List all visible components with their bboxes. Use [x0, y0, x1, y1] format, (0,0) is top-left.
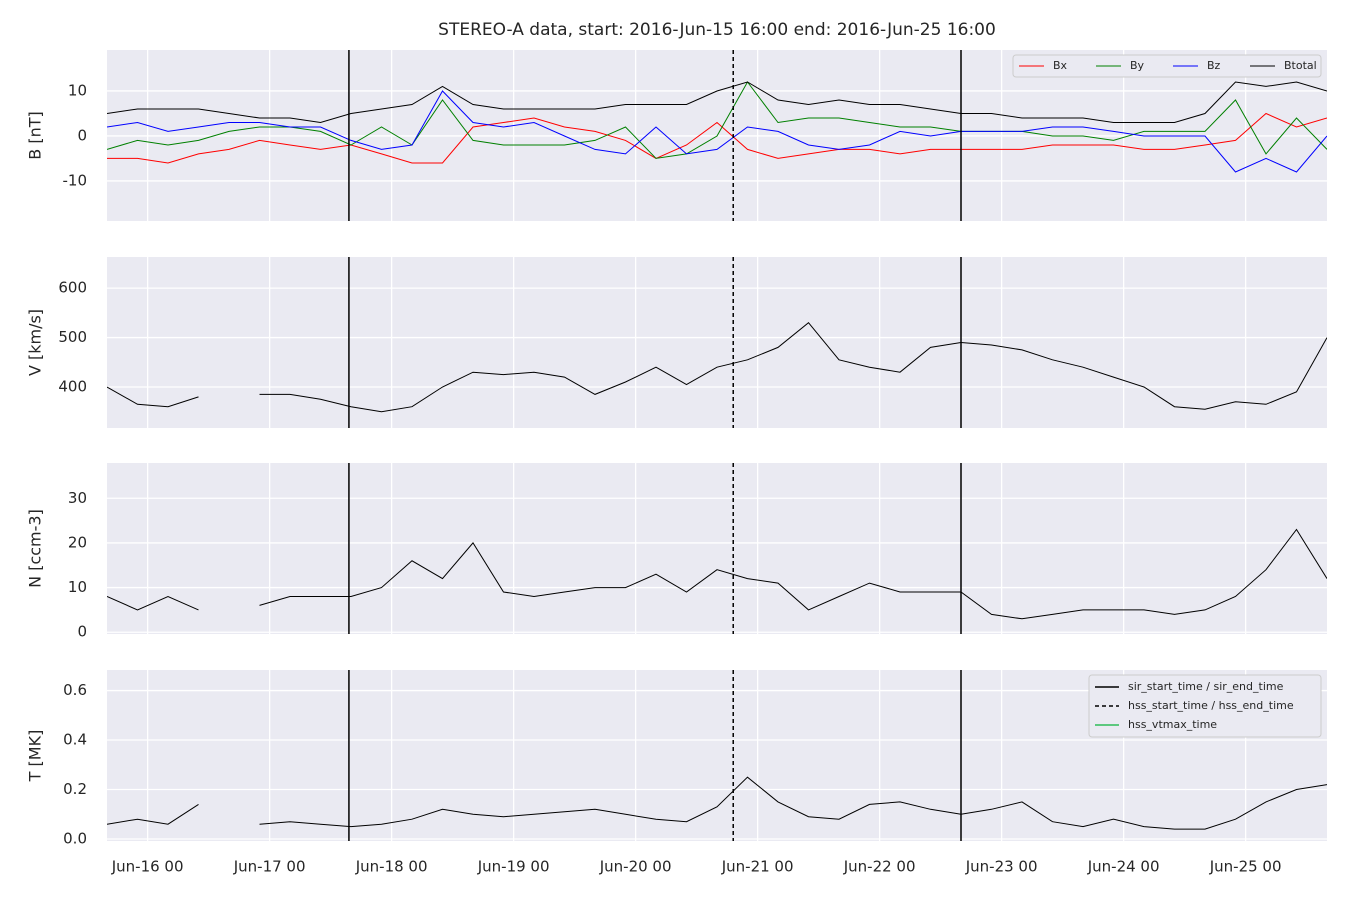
x-tick-label: Jun-20 00 [599, 858, 672, 876]
series-line [107, 321, 1327, 413]
series-line [107, 90, 1327, 173]
series-group [107, 81, 1327, 173]
series-line [107, 776, 1327, 830]
figure-title: STEREO-A data, start: 2016-Jun-15 16:00 … [438, 20, 996, 40]
y-tick-label: 0 [77, 623, 87, 641]
x-tick-label: Jun-17 00 [233, 858, 306, 876]
y-tick-label: 0 [77, 126, 87, 144]
legend-label: Btotal [1284, 59, 1317, 72]
legend-label: hss_start_time / hss_end_time [1128, 699, 1294, 712]
y-tick-label: -10 [63, 171, 88, 189]
x-tick-label: Jun-18 00 [355, 858, 428, 876]
series-group [107, 528, 1327, 620]
y-axis-label: T [MK] [26, 730, 45, 783]
series-group [107, 321, 1327, 413]
x-tick-label: Jun-19 00 [477, 858, 550, 876]
series-group [107, 776, 1327, 830]
y-tick-label: 0.0 [63, 830, 87, 848]
legend-label: hss_vtmax_time [1128, 718, 1217, 731]
legend-box [1012, 54, 1322, 78]
x-tick-label: Jun-25 00 [1209, 858, 1282, 876]
legend-label: Bz [1207, 59, 1221, 72]
y-tick-label: 20 [68, 533, 87, 551]
y-tick-label: 30 [68, 489, 87, 507]
series-line [107, 81, 1327, 159]
y-axis-label: N [ccm-3] [26, 509, 45, 588]
legend-box [1088, 674, 1322, 738]
y-tick-label: 10 [68, 81, 87, 99]
legend-label: sir_start_time / sir_end_time [1128, 680, 1284, 693]
y-tick-label: 600 [58, 279, 87, 297]
legend-label: By [1130, 59, 1145, 72]
series-line [107, 81, 1327, 124]
y-axis-label: B [nT] [26, 111, 45, 159]
series-line [107, 112, 1327, 164]
series-line [107, 528, 1327, 620]
x-tick-label: Jun-22 00 [843, 858, 916, 876]
y-tick-label: 0.2 [63, 780, 87, 798]
plot-area [107, 257, 1327, 428]
y-tick-label: 500 [58, 328, 87, 346]
plot-area [107, 463, 1327, 634]
x-tick-label: Jun-21 00 [721, 858, 794, 876]
y-tick-label: 0.4 [63, 731, 87, 749]
legend-label: Bx [1053, 59, 1068, 72]
y-tick-label: 0.6 [63, 681, 87, 699]
y-tick-label: 10 [68, 578, 87, 596]
x-tick-label: Jun-24 00 [1087, 858, 1160, 876]
y-axis-label: V [km/s] [26, 309, 45, 376]
x-tick-label: Jun-23 00 [965, 858, 1038, 876]
y-tick-label: 400 [58, 377, 87, 395]
x-tick-label: Jun-16 00 [111, 858, 184, 876]
